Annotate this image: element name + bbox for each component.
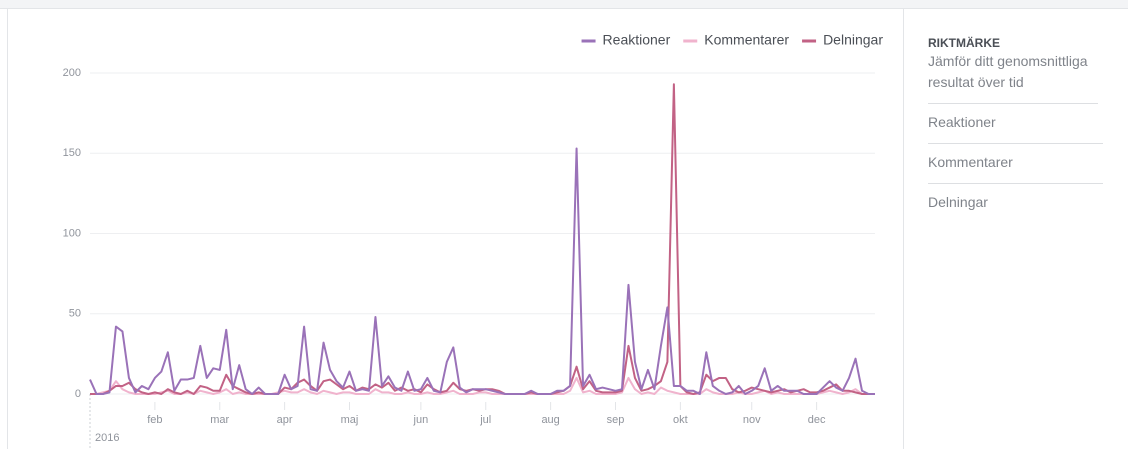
- panel: [7, 9, 1128, 449]
- sidebar-item[interactable]: Kommentarer: [928, 144, 1103, 184]
- x-tick-label: aug: [541, 414, 559, 426]
- x-tick-label: dec: [808, 414, 826, 426]
- series-line: [89, 147, 875, 395]
- year-label: 2016: [95, 432, 119, 444]
- legend-label: Kommentarer: [704, 32, 789, 48]
- chart: 0 50 100 150 200 2016 feb mar apr maj jun jul aug sep…: [63, 32, 883, 449]
- y-tick-label: 0: [75, 388, 81, 400]
- y-tick-label: 150: [63, 147, 81, 159]
- x-tick-label: apr: [277, 414, 293, 426]
- x-tick-label: jul: [479, 414, 491, 426]
- x-tick-label: nov: [743, 414, 761, 426]
- sidebar-description: Jämför ditt genomsnittliga resultat över…: [928, 51, 1098, 104]
- top-band: [0, 0, 1128, 9]
- sidebar-item[interactable]: Delningar: [928, 194, 988, 210]
- x-tick-label: okt: [673, 414, 688, 426]
- series-line: [90, 83, 875, 395]
- y-tick-label: 200: [63, 67, 81, 79]
- x-tick-label: maj: [341, 414, 359, 426]
- sidebar-item[interactable]: Reaktioner: [928, 104, 1103, 144]
- y-tick-label: 100: [63, 227, 81, 239]
- y-tick-label: 50: [69, 308, 81, 320]
- x-tick-label: mar: [210, 414, 229, 426]
- legend-label: Delningar: [823, 32, 883, 48]
- sidebar: RIKTMÄRKE Jämför ditt genomsnittliga res…: [903, 9, 1128, 449]
- x-tick-label: sep: [607, 414, 625, 426]
- x-tick-label: jun: [413, 414, 429, 426]
- x-tick-label: feb: [147, 414, 162, 426]
- sidebar-title: RIKTMÄRKE: [928, 36, 1000, 50]
- legend-label: Reaktioner: [603, 32, 671, 48]
